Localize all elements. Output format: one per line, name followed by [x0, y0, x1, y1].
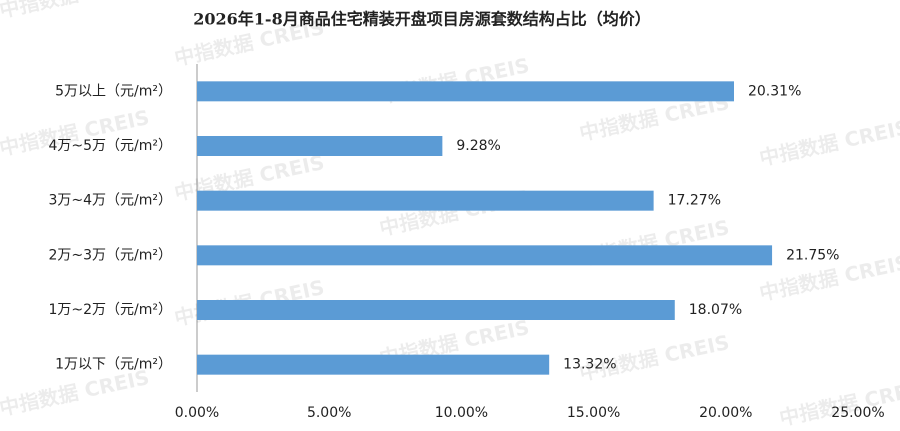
y-tick-label: 3万~4万（元/m²）: [48, 193, 172, 209]
y-tick-label: 5万以上（元/m²）: [55, 83, 172, 99]
x-tick-label: 0.00%: [175, 405, 219, 421]
bar: [197, 354, 550, 375]
bar: [197, 300, 675, 320]
watermark: 中指数据 CREIS: [0, 0, 151, 22]
bar: [197, 190, 654, 211]
value-label: 18.07%: [689, 302, 742, 318]
watermark: 中指数据 CREIS: [777, 375, 900, 430]
value-label: 17.27%: [668, 193, 721, 209]
watermark: 中指数据 CREIS: [757, 115, 900, 170]
chart-title: 2026年1-8月商品住宅精装开盘项目房源套数结构占比（均价）: [193, 10, 650, 29]
value-label: 20.31%: [748, 83, 801, 99]
value-label: 9.28%: [456, 138, 500, 154]
x-tick-label: 15.00%: [567, 405, 620, 421]
bar: [197, 245, 773, 266]
bar: [197, 136, 443, 156]
y-tick-label: 1万~2万（元/m²）: [48, 302, 172, 318]
bar: [197, 81, 734, 102]
x-tick-label: 10.00%: [435, 405, 488, 421]
value-label: 21.75%: [786, 247, 839, 263]
x-tick-label: 25.00%: [831, 405, 884, 421]
x-tick-label: 20.00%: [699, 405, 752, 421]
y-tick-label: 1万以下（元/m²）: [55, 357, 172, 373]
value-label: 13.32%: [563, 357, 616, 373]
y-tick-label: 2万~3万（元/m²）: [48, 247, 172, 263]
watermark: 中指数据 CREIS: [0, 365, 151, 420]
y-tick-label: 4万~5万（元/m²）: [48, 138, 172, 154]
x-tick-label: 5.00%: [307, 405, 351, 421]
